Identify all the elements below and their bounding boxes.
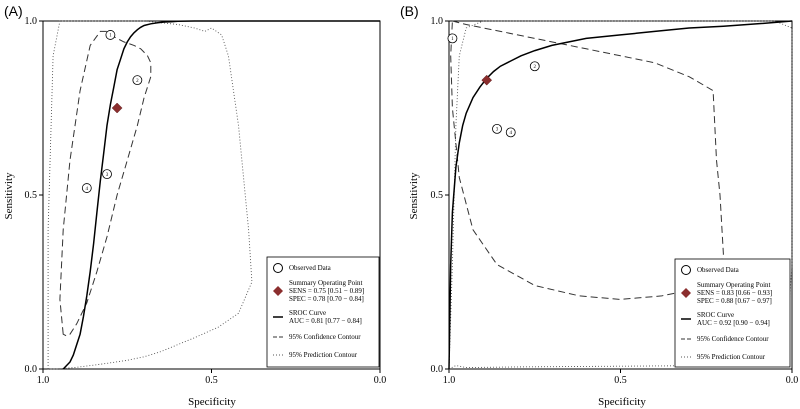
observed-point xyxy=(447,33,458,44)
observed-point xyxy=(505,127,516,138)
observed-point-label: 1 xyxy=(451,37,454,42)
observed-point xyxy=(132,75,143,86)
legend-sroc-title: SROC Curve xyxy=(289,309,326,317)
legend-box xyxy=(266,256,380,368)
y-tick-label: 0.5 xyxy=(431,190,444,201)
legend-sroc-auc: AUC = 0.81 [0.77 − 0.84] xyxy=(289,317,362,325)
observed-point-label: 4 xyxy=(86,187,89,192)
x-axis-title: Specificity xyxy=(598,396,646,408)
y-tick-label: 0.0 xyxy=(431,364,444,375)
x-tick-label: 1.0 xyxy=(443,375,456,386)
legend-observed-icon xyxy=(273,263,283,273)
prediction-contour xyxy=(47,20,253,370)
legend-summary-title: Summary Operating Point xyxy=(289,279,363,287)
observed-point-label: 1 xyxy=(109,34,112,39)
confidence-contour xyxy=(59,30,152,337)
x-tick-label: 0.0 xyxy=(374,375,387,386)
y-tick-label: 0.0 xyxy=(25,364,38,375)
observed-point xyxy=(492,123,502,134)
legend-summary-sens: SENS = 0.83 [0.66 − 0.93] xyxy=(697,289,772,297)
legend-observed-label: Observed Data xyxy=(697,266,740,274)
legend-prediction-label: 95% Prediction Contour xyxy=(289,351,358,359)
legend-sroc-auc: AUC = 0.92 [0.90 − 0.94] xyxy=(697,319,770,327)
summary-operating-point xyxy=(481,74,493,86)
sroc-curve xyxy=(448,20,793,370)
summary-operating-point xyxy=(111,102,123,114)
panel-label: (A) xyxy=(4,3,23,19)
legend-observed-label: Observed Data xyxy=(289,264,332,272)
panel-b: (B) Sensitivity Specificity 1.0 0.5 0.0 0.0… xyxy=(400,3,798,408)
x-axis-title: Specificity xyxy=(188,396,236,408)
y-tick-label: 0.5 xyxy=(25,190,38,201)
panel-label: (B) xyxy=(400,3,419,19)
sroc-curve xyxy=(62,20,380,370)
legend: Observed Data Summary Operating PointSENS… xyxy=(266,256,380,368)
legend-observed-icon xyxy=(681,265,691,275)
x-tick-label: 0.5 xyxy=(614,375,627,386)
legend: Observed Data Summary Operating PointSENS… xyxy=(674,258,791,368)
legend-sroc-title: SROC Curve xyxy=(697,311,734,319)
legend-confidence-label: 95% Confidence Contour xyxy=(697,335,769,343)
legend-summary-icon xyxy=(273,286,283,296)
observed-point xyxy=(102,169,112,180)
legend-box xyxy=(674,258,791,368)
y-axis-title: Sensitivity xyxy=(408,172,420,220)
observed-point xyxy=(529,61,540,72)
legend-prediction-label: 95% Prediction Contour xyxy=(697,353,766,361)
observed-point-label: 2 xyxy=(136,79,139,84)
x-tick-label: 0.0 xyxy=(786,375,799,386)
legend-summary-spec: SPEC = 0.78 [0.70 − 0.84] xyxy=(289,295,364,303)
legend-summary-sens: SENS = 0.75 [0.51 − 0.89] xyxy=(289,287,364,295)
observed-point xyxy=(105,30,116,40)
y-tick-label: 1.0 xyxy=(25,16,38,27)
panel-a: (A) Sensitivity Specificity 1.0 0.5 0.0 0.0… xyxy=(3,3,386,408)
y-tick-label: 1.0 xyxy=(431,16,444,27)
legend-summary-title: Summary Operating Point xyxy=(697,281,771,289)
observed-point-label: 4 xyxy=(509,131,512,136)
confidence-contour xyxy=(450,20,724,300)
legend-summary-spec: SPEC = 0.88 [0.67 − 0.97] xyxy=(697,297,772,305)
legend-confidence-label: 95% Confidence Contour xyxy=(289,333,361,341)
observed-point-label: 3 xyxy=(496,128,499,133)
y-axis-title: Sensitivity xyxy=(3,172,15,220)
observed-point-label: 2 xyxy=(534,65,537,70)
prediction-contour xyxy=(448,20,793,370)
observed-point-label: 3 xyxy=(106,173,109,178)
legend-summary-icon xyxy=(681,288,691,298)
observed-point xyxy=(81,183,92,193)
x-tick-label: 0.5 xyxy=(205,375,218,386)
x-tick-label: 1.0 xyxy=(37,375,50,386)
